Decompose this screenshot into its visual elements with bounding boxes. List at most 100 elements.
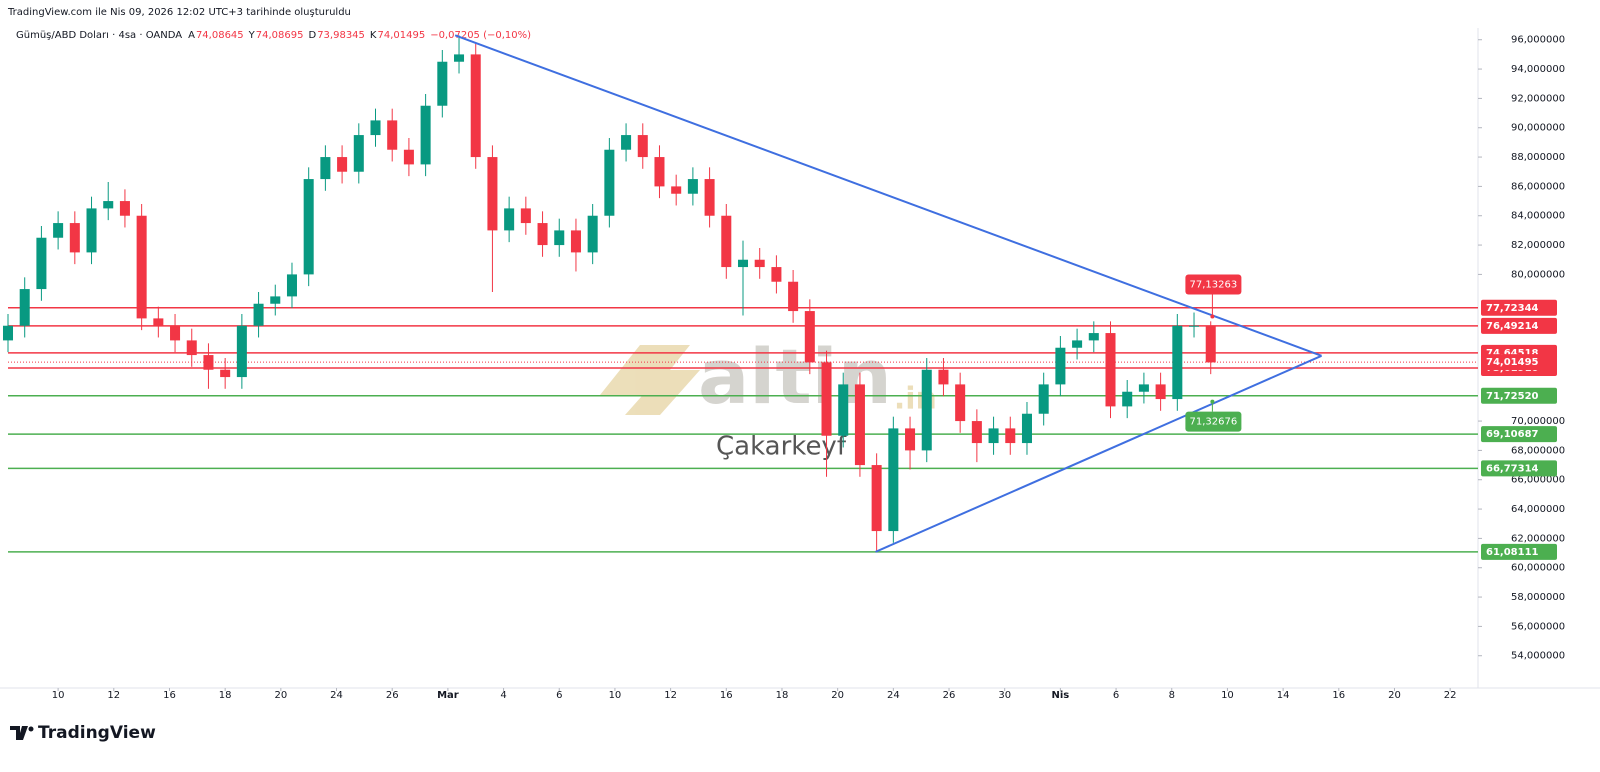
callout-anchor [1210,399,1215,404]
y-tick-label: 54,000000 [1511,651,1565,662]
x-tick-label: 12 [664,690,677,701]
callout-box [1185,411,1242,432]
callout-label: 77,13263 [1190,279,1238,290]
x-tick-label: 12 [107,690,120,701]
candle-body [220,369,231,378]
y-tick-label: 94,000000 [1511,64,1565,75]
trendline [875,354,1322,553]
level-label-box [1481,543,1557,560]
candle-body [186,340,197,356]
candle-body [487,157,498,231]
x-tick-label: 16 [163,690,176,701]
callout-label: 71,32676 [1190,417,1238,428]
candle-body [921,369,932,451]
last-price-label-box [1481,354,1557,371]
x-tick-label: 18 [776,690,789,701]
candle-body [103,201,114,209]
ohlc-label: D [308,30,316,41]
candle-body [153,318,164,326]
footer-logo: TradingView [38,723,156,743]
candle-body [236,325,247,378]
candle-body [1205,325,1216,363]
candle-body [69,223,80,253]
candle-body [671,186,682,194]
x-tick-label: 16 [720,690,733,701]
ohlc-label: A [188,30,195,41]
y-tick-label: 82,000000 [1511,240,1565,251]
candle-body [1005,428,1016,444]
candle-body [788,281,799,312]
ohlc-value: 74,08645 [196,30,244,41]
ohlc-label: Y [248,30,256,41]
y-tick-label: 80,000000 [1511,269,1565,280]
candle-body [554,230,565,246]
candle-body [1138,384,1149,392]
x-tick-label: 16 [1332,690,1345,701]
y-tick-label: 96,000000 [1511,35,1565,46]
y-tick-label: 92,000000 [1511,93,1565,104]
candle-body [687,179,698,194]
callout-anchor [1210,314,1215,319]
x-tick-label: 26 [386,690,399,701]
candle-body [320,157,331,180]
tv-logo-mark [10,726,34,740]
x-tick-label: 20 [274,690,287,701]
y-tick-label: 60,000000 [1511,563,1565,574]
candle-body [604,149,615,216]
x-tick-label: 20 [1388,690,1401,701]
y-tick-label: 88,000000 [1511,152,1565,163]
candle-body [454,54,465,62]
candle-body [1055,347,1066,385]
level-label: 69,10687 [1486,429,1539,440]
x-tick-label: 20 [831,690,844,701]
x-tick-label: 8 [1169,690,1175,701]
candle-body [1088,333,1099,341]
ohlc-value: 74,08695 [256,30,304,41]
candle-body [420,105,431,165]
level-label-box [1481,460,1557,477]
y-tick-label: 68,000000 [1511,445,1565,456]
candle-body [270,296,281,304]
candle-body [170,325,181,341]
candle-body [1105,333,1116,407]
candle-body [520,208,531,224]
level-label: 61,08111 [1486,547,1539,558]
candle-body [621,135,632,150]
x-tick-label: 6 [1113,690,1119,701]
x-tick-label: 24 [887,690,900,701]
x-tick-label: 22 [1444,690,1457,701]
candle-body [771,267,782,282]
level-label: 76,49214 [1486,321,1539,332]
candle-body [470,54,481,158]
candle-body [838,384,849,436]
ohlc-label: K [370,30,377,41]
ohlc-value: 74,01495 [377,30,425,41]
candle-body [353,135,364,172]
candle-body [971,421,982,444]
candle-body [303,179,314,275]
x-tick-label: 24 [330,690,343,701]
candle-body [136,215,147,319]
x-tick-label: 26 [943,690,956,701]
candle-body [737,259,749,268]
x-tick-label: 14 [1277,690,1290,701]
y-tick-label: 86,000000 [1511,181,1565,192]
candle-body [871,465,882,532]
candle-body [337,157,348,172]
candle-body [854,384,865,466]
candle-body [905,428,916,451]
x-tick-label: 30 [998,690,1011,701]
y-tick-label: 62,000000 [1511,533,1565,544]
candle-body [955,384,966,422]
level-label-box [1481,299,1557,316]
level-label: 66,77314 [1486,463,1539,474]
candle-body [587,215,598,253]
x-tick-label: Nis [1052,690,1070,701]
level-label-box [1481,426,1557,443]
candle-body [754,259,765,268]
candle-body [704,179,715,216]
x-tick-label: 10 [609,690,622,701]
candle-body [86,208,97,253]
candle-body [1038,384,1049,414]
